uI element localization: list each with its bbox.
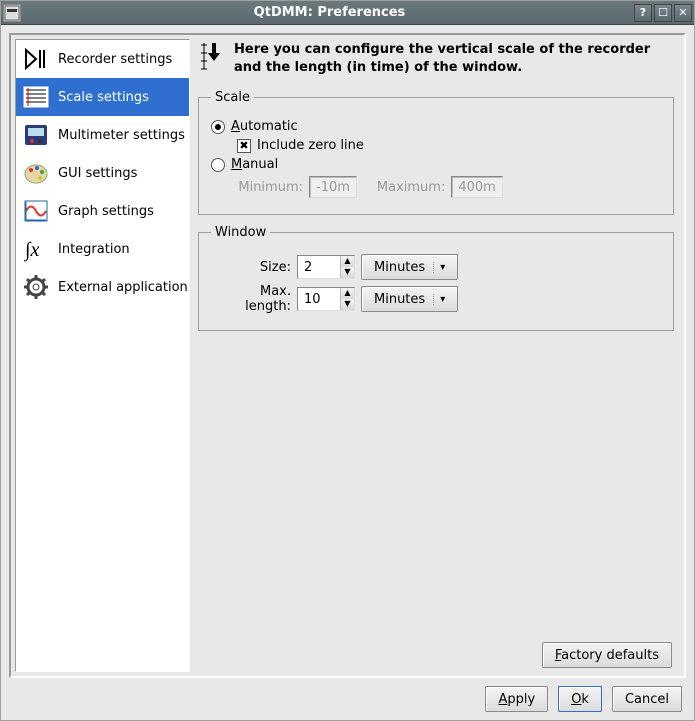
size-label: Size: [211, 260, 291, 275]
sidebar-item-label: Multimeter settings [58, 128, 185, 143]
panel-footer: Factory defaults [198, 636, 674, 670]
automatic-label: Automatic [231, 119, 298, 134]
sidebar-item-label: Graph settings [58, 204, 154, 219]
manual-label: Manual [231, 157, 278, 172]
size-unit-button[interactable]: Minutes ▾ [361, 254, 458, 280]
scale-icon [22, 84, 50, 110]
help-button[interactable]: ? [634, 4, 652, 22]
checkbox-include-zero[interactable]: ✖ [237, 139, 251, 153]
maxlen-unit-button[interactable]: Minutes ▾ [361, 286, 458, 312]
window-legend: Window [211, 225, 270, 240]
dialog-buttons: Apply Ok Cancel [9, 678, 686, 714]
factory-defaults-button[interactable]: Factory defaults [542, 642, 672, 668]
window-title: QtDMM: Preferences [27, 5, 632, 20]
dropdown-icon: ▾ [433, 262, 445, 273]
sidebar-item-multimeter[interactable]: Multimeter settings [16, 116, 189, 154]
multimeter-icon [22, 122, 50, 148]
app-icon [3, 4, 21, 22]
scale-group: Scale Automatic ✖ Include zero line Manu… [198, 90, 674, 215]
include-zero-label: Include zero line [257, 138, 364, 153]
automatic-radio-row[interactable]: Automatic [211, 119, 661, 134]
maximum-label: Maximum: [377, 180, 445, 195]
size-unit-label: Minutes [374, 260, 425, 275]
sidebar-item-label: Integration [58, 242, 130, 257]
graph-icon [22, 198, 50, 224]
size-down[interactable]: ▼ [341, 267, 354, 278]
preferences-window: QtDMM: Preferences ? ☐ ✕ Recorder settin… [0, 0, 695, 721]
size-spinner[interactable]: 2 ▲▼ [297, 255, 355, 279]
maxlen-up[interactable]: ▲ [341, 288, 354, 299]
maximum-field: 400m [451, 176, 502, 198]
sidebar-item-gui[interactable]: GUI settings [16, 154, 189, 192]
sidebar-item-external[interactable]: External application [16, 268, 189, 306]
ok-button[interactable]: Ok [558, 686, 602, 712]
integration-icon: ∫x [22, 236, 50, 262]
recorder-icon [22, 46, 50, 72]
sidebar-item-integration[interactable]: ∫x Integration [16, 230, 189, 268]
size-value[interactable]: 2 [298, 256, 340, 278]
sidebar-item-recorder[interactable]: Recorder settings [16, 40, 189, 78]
size-row: Size: 2 ▲▼ Minutes ▾ [211, 254, 661, 280]
maxlen-down[interactable]: ▼ [341, 299, 354, 310]
gear-icon [22, 274, 50, 300]
window-body: Recorder settings Scale settings Multime… [1, 25, 694, 720]
page-description: Here you can configure the vertical scal… [234, 41, 674, 76]
cancel-label: Cancel [625, 692, 669, 707]
maxlen-row: Max. length: 10 ▲▼ Minutes ▾ [211, 284, 661, 314]
minimum-label: Minimum: [237, 180, 303, 195]
sidebar-item-label: External application [58, 280, 188, 295]
apply-button[interactable]: Apply [485, 686, 548, 712]
svg-text:∫x: ∫x [23, 239, 39, 262]
manual-radio-row[interactable]: Manual [211, 157, 661, 172]
include-zero-row[interactable]: ✖ Include zero line [237, 138, 661, 153]
maximize-button[interactable]: ☐ [654, 4, 672, 22]
main-panel: Recorder settings Scale settings Multime… [9, 33, 686, 678]
scale-header-icon [198, 41, 224, 71]
manual-values-row: Minimum: -10m Maximum: 400m [237, 176, 661, 198]
sidebar-item-graph[interactable]: Graph settings [16, 192, 189, 230]
scale-legend: Scale [211, 90, 254, 105]
palette-icon [22, 160, 50, 186]
minimum-field: -10m [309, 176, 357, 198]
maxlen-spinner[interactable]: 10 ▲▼ [297, 287, 355, 311]
size-up[interactable]: ▲ [341, 256, 354, 267]
sidebar-item-label: GUI settings [58, 166, 137, 181]
window-group: Window Size: 2 ▲▼ Minutes ▾ Max. [198, 225, 674, 331]
radio-automatic[interactable] [211, 120, 225, 134]
maxlen-label: Max. length: [211, 284, 291, 314]
titlebar: QtDMM: Preferences ? ☐ ✕ [1, 1, 694, 25]
sidebar-item-label: Recorder settings [58, 52, 172, 67]
radio-manual[interactable] [211, 158, 225, 172]
dropdown-icon: ▾ [433, 294, 445, 305]
page-header: Here you can configure the vertical scal… [198, 41, 674, 76]
sidebar-item-label: Scale settings [58, 90, 149, 105]
cancel-button[interactable]: Cancel [612, 686, 682, 712]
content-pane: Here you can configure the vertical scal… [196, 35, 684, 676]
maxlen-unit-label: Minutes [374, 292, 425, 307]
close-button[interactable]: ✕ [674, 4, 692, 22]
maxlen-value[interactable]: 10 [298, 288, 340, 310]
category-list: Recorder settings Scale settings Multime… [15, 39, 190, 672]
sidebar-item-scale[interactable]: Scale settings [16, 78, 189, 116]
